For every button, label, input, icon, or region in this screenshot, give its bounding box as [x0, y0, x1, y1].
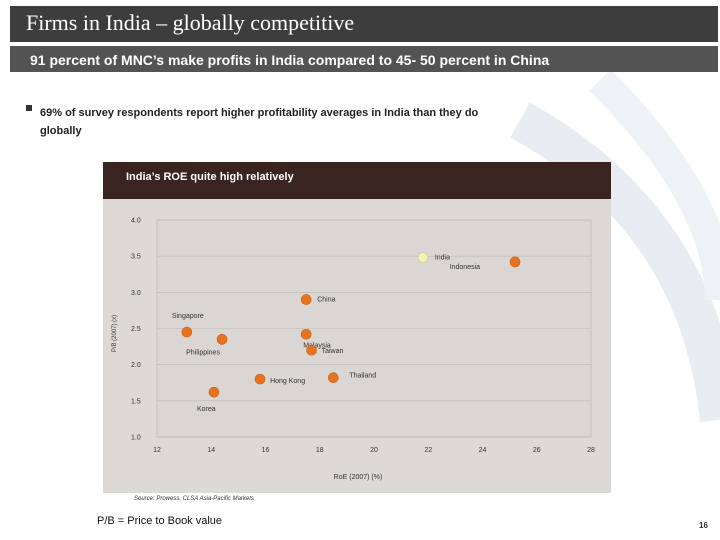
data-point-korea — [208, 386, 220, 398]
footnote: P/B = Price to Book value — [97, 515, 223, 527]
x-tick-label: 16 — [262, 447, 270, 454]
data-point-indonesia — [509, 256, 521, 268]
data-point-thailand — [328, 372, 339, 383]
y-axis-label: P/B (2007) (x) — [112, 315, 118, 352]
x-tick-label: 20 — [370, 447, 378, 454]
source-note: Source: Prowess, CLSA Asia-Pacific Marke… — [134, 496, 254, 502]
slide-title: Firms in India – globally competitive — [26, 10, 355, 35]
data-point-singapore — [181, 326, 193, 338]
x-axis-label: RoE (2007) (%) — [334, 474, 383, 481]
y-tick-label: 2.5 — [131, 326, 141, 333]
x-tick-label: 24 — [479, 447, 487, 454]
subtitle-bar — [10, 46, 718, 72]
y-tick-label: 2.0 — [131, 362, 141, 369]
data-label-indonesia: Indonesia — [450, 264, 480, 271]
bullet-square-icon — [26, 105, 32, 111]
data-label-thailand: Thailand — [349, 373, 376, 380]
slide-subtitle: 91 percent of MNC’s make profits in Indi… — [30, 52, 550, 68]
data-label-taiwan: Taiwan — [322, 348, 344, 355]
data-label-china: China — [317, 297, 335, 304]
data-label-hong-kong: Hong Kong — [270, 378, 305, 385]
y-tick-label: 3.0 — [131, 290, 141, 297]
data-point-taiwan — [306, 344, 317, 356]
chart-title: India’s ROE quite high relatively — [126, 171, 294, 183]
x-tick-label: 28 — [587, 447, 595, 454]
page-number: 16 — [699, 521, 708, 530]
x-tick-label: 12 — [153, 447, 161, 454]
data-label-india: India — [435, 255, 450, 262]
data-point-malaysia — [300, 328, 312, 340]
x-tick-label: 22 — [424, 447, 432, 454]
x-tick-label: 14 — [207, 447, 215, 454]
y-tick-label: 3.5 — [131, 254, 141, 261]
y-tick-label: 1.5 — [131, 398, 141, 405]
x-tick-label: 18 — [316, 447, 324, 454]
y-tick-label: 4.0 — [131, 218, 141, 225]
bullet-text: 69% of survey respondents report higher … — [40, 107, 479, 137]
y-tick-label: 1.0 — [131, 435, 141, 442]
title-bar — [10, 6, 718, 42]
data-label-malaysia: Malaysia — [303, 342, 331, 349]
data-point-philippines — [216, 334, 228, 345]
data-label-singapore: Singapore — [172, 313, 204, 320]
data-point-india — [417, 252, 429, 263]
data-label-philippines: Philippines — [186, 349, 220, 356]
x-tick-label: 26 — [533, 447, 541, 454]
data-point-hong-kong — [254, 373, 266, 385]
data-point-china — [300, 294, 312, 305]
chart-header — [103, 162, 611, 199]
data-label-korea: Korea — [197, 406, 216, 413]
